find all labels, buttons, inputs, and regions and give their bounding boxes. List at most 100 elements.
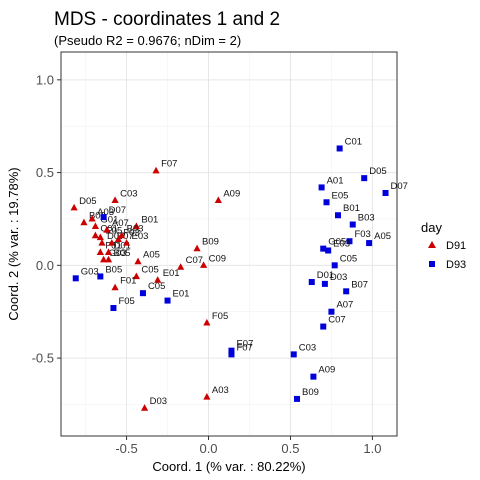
point-label: A07 <box>336 300 353 311</box>
point-label: B01 <box>343 203 360 214</box>
legend-square-icon <box>429 261 435 267</box>
point-label: G03 <box>109 248 127 259</box>
point-d93-c05 <box>139 290 146 297</box>
point-label: E03 <box>132 231 149 242</box>
point-d91-d03 <box>140 404 149 411</box>
point-d91-e03 <box>122 239 131 246</box>
point-label: E07 <box>236 339 253 350</box>
point-label: F05 <box>212 311 228 322</box>
point-label: A09 <box>318 365 335 376</box>
point-d91-f01 <box>96 248 104 255</box>
point-label: D07 <box>109 205 126 216</box>
point-d93-a09 <box>310 373 317 380</box>
point-label: B01 <box>141 214 158 225</box>
point-label: B03 <box>127 224 144 235</box>
point-d91-b03 <box>80 218 88 226</box>
point-label: D07 <box>391 181 408 192</box>
point-d91-b01 <box>132 222 140 229</box>
point-label: D05 <box>369 166 386 177</box>
point-d91-a03 <box>203 393 211 400</box>
point-d91-a03 <box>88 214 96 222</box>
legend-title: day <box>421 220 442 235</box>
point-d91-d05 <box>70 203 78 211</box>
x-axis-label: Coord. 1 (% var. : 80.22%) <box>152 459 305 474</box>
point-label: A03 <box>97 207 114 218</box>
y-tick-label: 0.5 <box>36 165 54 180</box>
point-d93-d03 <box>321 280 328 287</box>
x-tick-label: 1.0 <box>363 441 381 456</box>
point-label: A05 <box>143 250 160 261</box>
point-label: C05 <box>340 253 357 264</box>
point-label: B07 <box>117 231 134 242</box>
point-label: B05 <box>114 248 131 259</box>
point-label: D03 <box>330 272 347 283</box>
point-d91-c09 <box>199 261 208 268</box>
point-label: D07 <box>107 231 124 242</box>
legend-triangle-icon <box>428 241 436 248</box>
y-tick-label: 1.0 <box>36 72 54 87</box>
point-label: C01 <box>345 136 362 147</box>
point-d93-c01 <box>336 145 343 152</box>
point-d93-b03 <box>349 221 356 228</box>
point-label: B07 <box>351 279 368 290</box>
x-tick-label: -0.5 <box>115 441 137 456</box>
point-label: C07 <box>186 255 203 266</box>
point-label: E01 <box>173 289 190 300</box>
legend-label-d93: D93 <box>446 259 466 271</box>
point-d93-b07 <box>343 288 350 295</box>
point-d93-e05 <box>323 199 330 206</box>
point-d93-e01 <box>164 297 171 304</box>
point-d93-a01 <box>318 184 325 191</box>
point-d91-f05 <box>203 318 211 326</box>
point-label: A09 <box>223 188 240 199</box>
point-label: C05 <box>148 281 165 292</box>
x-tick-label: 0.5 <box>281 441 299 456</box>
point-d93-b01 <box>334 212 341 219</box>
point-label: E05 <box>332 190 349 201</box>
point-label: C03 <box>299 342 316 353</box>
legend-item-d91: D91 <box>428 240 466 252</box>
point-d91-b05 <box>104 255 113 263</box>
point-d91-g03 <box>100 255 108 263</box>
point-d91-c05 <box>132 272 140 280</box>
point-d93-a05 <box>366 240 373 247</box>
point-label: G01 <box>100 214 118 225</box>
point-label: F01 <box>120 276 136 287</box>
point-d93-c07 <box>320 323 327 330</box>
point-label: A01 <box>327 175 344 186</box>
point-label: B05 <box>105 264 122 275</box>
point-d93-b05 <box>97 273 104 280</box>
point-d93-g03 <box>72 275 79 282</box>
point-d91-c07 <box>177 263 185 270</box>
point-d93-d01 <box>308 279 315 286</box>
point-label: C07 <box>328 315 345 326</box>
point-label: F03 <box>354 229 370 240</box>
point-label: D01 <box>114 240 131 251</box>
axis-ticks: -0.5 0.0 0.5 1.0 -0.5 0.0 0.5 1.0 <box>32 72 382 456</box>
point-label: G03 <box>81 266 99 277</box>
point-label: E03 <box>333 238 350 249</box>
point-d91-e05 <box>96 233 104 241</box>
point-label: F07 <box>236 342 252 353</box>
point-label: B09 <box>202 237 219 248</box>
point-label: C05 <box>141 264 158 275</box>
point-label: A05 <box>374 231 391 242</box>
chart-title: MDS - coordinates 1 and 2 <box>54 9 280 30</box>
point-d91-c03 <box>111 196 119 204</box>
point-d91-f03 <box>114 235 122 242</box>
point-label: A03 <box>212 385 229 396</box>
point-d93-a07 <box>328 308 335 315</box>
point-label: C01 <box>100 224 117 235</box>
point-d93-e07 <box>228 347 235 354</box>
point-d93-f07 <box>228 351 235 358</box>
point-d93-d05 <box>361 175 368 182</box>
point-label: D05 <box>79 196 96 207</box>
point-label: D01 <box>317 270 334 281</box>
point-d91-d07 <box>98 239 106 246</box>
point-label: D03 <box>150 396 167 407</box>
point-d91-a07 <box>103 226 111 233</box>
point-label: C03 <box>120 188 137 199</box>
y-axis-label: Coord. 2 (% var. : 19.78%) <box>6 167 21 320</box>
legend-item-d93: D93 <box>429 259 466 271</box>
point-d93-f03 <box>346 238 353 245</box>
